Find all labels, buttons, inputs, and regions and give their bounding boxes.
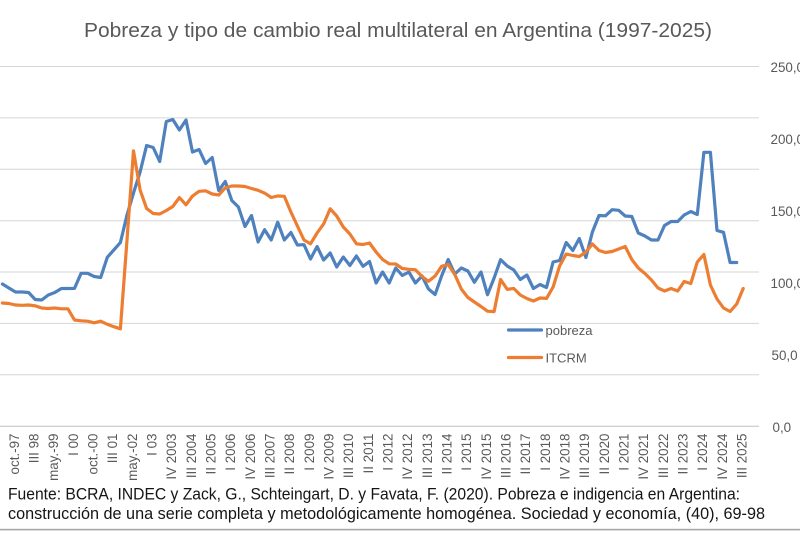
svg-text:0,0: 0,0	[773, 420, 792, 435]
svg-text:II 2020: II 2020	[597, 434, 612, 475]
svg-text:200,0: 200,0	[771, 132, 800, 147]
svg-text:150,0: 150,0	[771, 204, 800, 219]
svg-text:IV 2003: IV 2003	[164, 434, 179, 480]
svg-text:III 01: III 01	[105, 434, 120, 464]
svg-text:250,0: 250,0	[771, 60, 800, 75]
svg-text:II 2005: II 2005	[204, 434, 219, 475]
svg-text:III 98: III 98	[27, 434, 42, 464]
svg-text:I 2015: I 2015	[459, 434, 474, 471]
svg-text:II 2008: II 2008	[282, 434, 297, 475]
svg-text:I 2018: I 2018	[538, 434, 553, 471]
svg-text:oct.-00: oct.-00	[86, 434, 101, 475]
svg-text:III 2016: III 2016	[499, 434, 514, 479]
svg-text:III 2025: III 2025	[735, 434, 750, 479]
svg-text:I 2024: I 2024	[695, 433, 710, 471]
svg-text:IV 2009: IV 2009	[322, 434, 337, 480]
svg-text:construcción de una serie comp: construcción de una serie completa y met…	[8, 505, 765, 523]
svg-text:IV 2015: IV 2015	[479, 434, 494, 480]
svg-text:II 2023: II 2023	[676, 434, 691, 475]
svg-text:pobreza: pobreza	[546, 323, 594, 338]
svg-text:I 2009: I 2009	[302, 434, 317, 471]
svg-text:I 03: I 03	[145, 434, 160, 456]
svg-text:oct.-97: oct.-97	[7, 434, 22, 475]
svg-text:III 2013: III 2013	[420, 434, 435, 479]
svg-text:II 2014: II 2014	[440, 433, 455, 475]
svg-text:II 2011: II 2011	[361, 434, 376, 474]
svg-text:IV 2018: IV 2018	[558, 434, 573, 480]
svg-text:I 2021: I 2021	[617, 434, 632, 471]
svg-text:I 2012: I 2012	[381, 434, 396, 471]
svg-text:Fuente: BCRA, INDEC y Zack, G.: Fuente: BCRA, INDEC y Zack, G., Schteing…	[8, 486, 740, 504]
svg-text:IV 2021: IV 2021	[636, 434, 651, 480]
svg-text:IV 2006: IV 2006	[243, 434, 258, 480]
svg-text:I 2006: I 2006	[223, 434, 238, 471]
svg-text:III 2022: III 2022	[656, 434, 671, 479]
svg-text:II 2017: II 2017	[518, 434, 533, 475]
svg-text:100,0: 100,0	[771, 276, 800, 291]
svg-text:50,0: 50,0	[772, 348, 798, 363]
svg-text:may.-99: may.-99	[46, 434, 61, 481]
svg-text:IV 2012: IV 2012	[400, 434, 415, 480]
svg-text:Pobreza y tipo de cambio real: Pobreza y tipo de cambio real multilater…	[84, 20, 712, 42]
svg-text:III 2004: III 2004	[184, 433, 199, 478]
svg-text:may.-02: may.-02	[125, 434, 140, 481]
svg-text:III 2010: III 2010	[341, 434, 356, 479]
svg-text:IV 2024: IV 2024	[715, 433, 730, 480]
svg-text:III 2007: III 2007	[263, 434, 278, 479]
svg-text:III 2019: III 2019	[577, 434, 592, 479]
svg-text:I 00: I 00	[66, 434, 81, 456]
svg-text:I 97: I 97	[0, 434, 2, 456]
svg-text:ITCRM: ITCRM	[546, 350, 587, 365]
